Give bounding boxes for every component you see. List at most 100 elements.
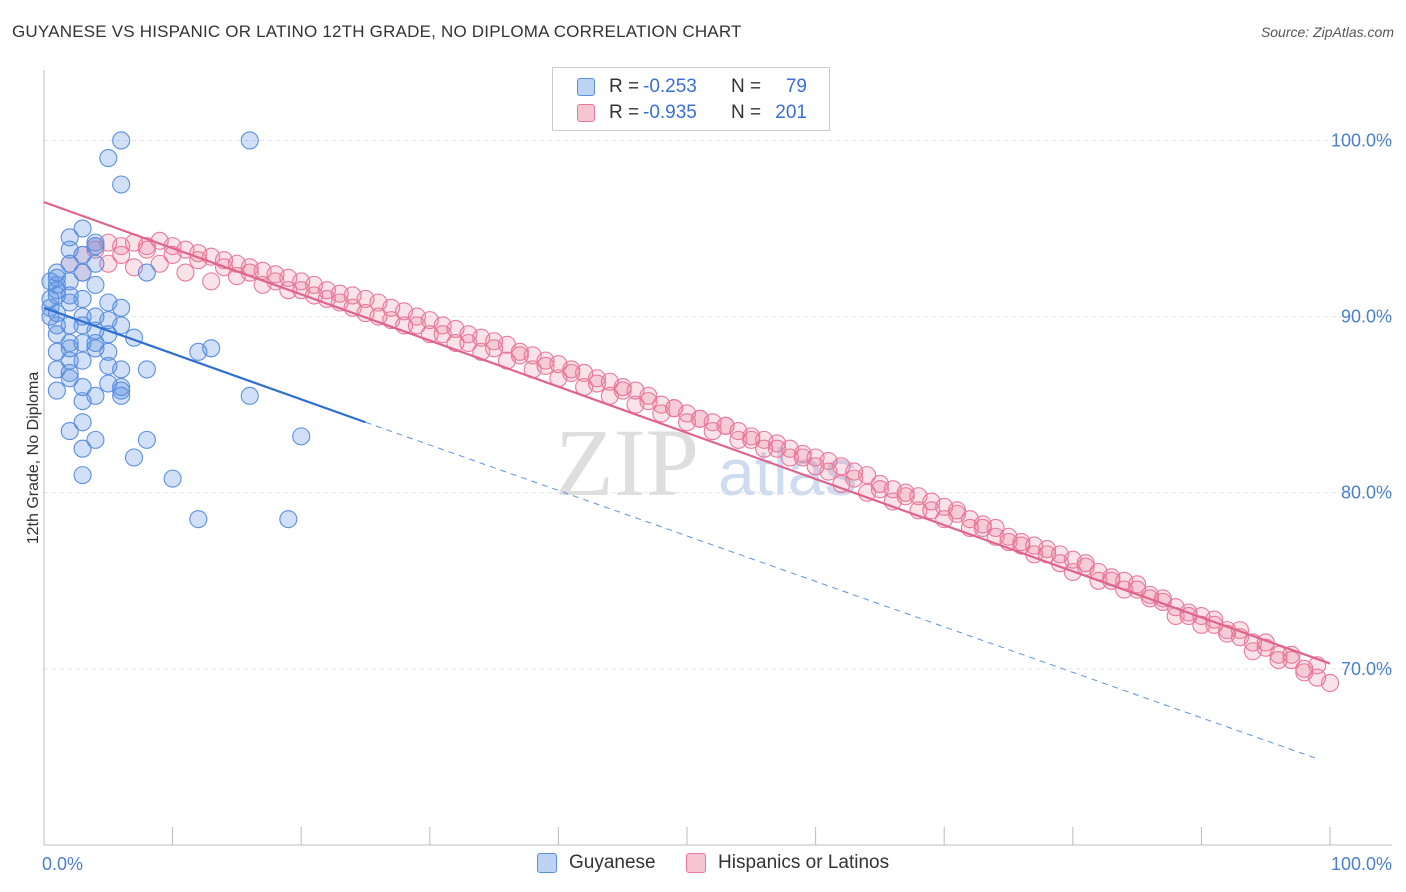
- data-point: [73, 392, 92, 411]
- data-point: [202, 339, 221, 358]
- legend-r-label: R =: [609, 76, 640, 97]
- data-point: [202, 272, 221, 291]
- bottom-legend-swatch-guyanese: [537, 853, 557, 873]
- data-point: [536, 356, 555, 375]
- x-tick-label: 0.0%: [42, 854, 83, 874]
- data-point: [716, 416, 735, 435]
- data-point: [780, 448, 799, 467]
- data-point: [1320, 673, 1340, 693]
- trend-line-guyanese-extension: [365, 421, 1318, 760]
- data-point: [73, 219, 92, 238]
- trend-line-guyanese: [43, 306, 366, 424]
- data-point: [639, 392, 658, 411]
- watermark: ZIP atlas: [555, 409, 857, 516]
- y-tick-labels: 100.0% 90.0% 80.0% 70.0%: [1331, 130, 1392, 678]
- data-point: [112, 245, 131, 264]
- data-point: [124, 448, 144, 467]
- data-point: [60, 228, 79, 247]
- y-tick-label: 90.0%: [1341, 307, 1392, 327]
- data-point: [1128, 575, 1147, 594]
- data-point: [73, 466, 92, 485]
- data-point: [60, 254, 79, 273]
- data-point: [73, 263, 92, 282]
- data-point: [973, 518, 992, 538]
- data-point: [137, 240, 156, 259]
- data-point: [356, 304, 375, 323]
- data-point: [99, 254, 118, 273]
- data-point: [253, 275, 272, 294]
- data-point: [112, 175, 131, 194]
- trend-lines: [43, 201, 1331, 760]
- data-point: [150, 254, 169, 273]
- data-point: [292, 427, 311, 446]
- legend-n-label: N =: [731, 76, 762, 97]
- data-point: [86, 333, 105, 353]
- data-point: [459, 333, 478, 353]
- axes: [43, 70, 1392, 846]
- data-point: [60, 351, 79, 370]
- data-point: [86, 233, 105, 252]
- data-point: [793, 448, 812, 467]
- data-point: [99, 342, 118, 361]
- data-point: [729, 430, 748, 449]
- data-point: [47, 381, 66, 400]
- data-point: [948, 504, 967, 523]
- data-point: [1243, 642, 1262, 661]
- data-point: [86, 275, 105, 294]
- data-point: [60, 240, 79, 259]
- data-point: [870, 480, 889, 499]
- data-point: [189, 510, 208, 529]
- chart-source: Source: ZipAtlas.com: [1260, 24, 1394, 40]
- data-point: [73, 413, 92, 432]
- data-point: [407, 316, 426, 335]
- data-point: [47, 268, 66, 287]
- data-point: [86, 321, 105, 340]
- legend-n-value: 79: [785, 76, 807, 97]
- watermark-zip: ZIP: [555, 409, 699, 516]
- data-point: [613, 381, 632, 400]
- series-hispanics-points: [60, 231, 1340, 693]
- data-point: [112, 131, 131, 150]
- data-point: [742, 430, 761, 449]
- data-point: [60, 369, 79, 388]
- data-point: [60, 339, 79, 358]
- data-point: [86, 254, 105, 273]
- data-point: [137, 430, 156, 449]
- bottom-legend-swatch-hispanics: [686, 853, 706, 873]
- legend-swatch-guyanese: [577, 78, 595, 96]
- data-point: [112, 316, 131, 335]
- data-point: [240, 386, 259, 405]
- legend: R = -0.253 N = 79 R = -0.935 N = 201: [552, 67, 830, 131]
- data-point: [485, 339, 504, 358]
- data-point: [137, 263, 156, 282]
- trend-line-hispanics: [43, 201, 1331, 665]
- data-point: [99, 149, 118, 168]
- legend-r-value: -0.935: [643, 102, 697, 123]
- data-point: [163, 469, 182, 488]
- legend-row-hispanics: R = -0.935 N = 201: [577, 101, 807, 125]
- legend-row-guyanese: R = -0.253 N = 79: [577, 75, 807, 99]
- legend-n-value: 201: [775, 102, 807, 123]
- bottom-legend-label: Hispanics or Latinos: [718, 852, 890, 873]
- watermark-atlas: atlas: [718, 435, 857, 509]
- data-point: [176, 263, 195, 282]
- data-point: [47, 286, 66, 305]
- x-tick-labels: 0.0% 100.0%: [42, 854, 1392, 874]
- data-point: [1282, 651, 1301, 670]
- y-axis-label: 12th Grade, No Diploma: [25, 372, 42, 545]
- data-point: [240, 131, 259, 150]
- data-point: [433, 325, 452, 344]
- data-point: [922, 501, 941, 520]
- data-point: [60, 422, 79, 441]
- y-tick-label: 100.0%: [1331, 130, 1392, 150]
- data-point: [690, 409, 709, 428]
- series-guyanese-points: [41, 131, 311, 529]
- bottom-legend-guyanese: Guyanese: [537, 852, 656, 874]
- data-point: [279, 510, 298, 529]
- data-point: [112, 381, 131, 400]
- legend-r-value: -0.253: [643, 76, 697, 97]
- data-point: [73, 289, 92, 309]
- data-point: [112, 298, 131, 317]
- bottom-legend-hispanics: Hispanics or Latinos: [686, 852, 889, 874]
